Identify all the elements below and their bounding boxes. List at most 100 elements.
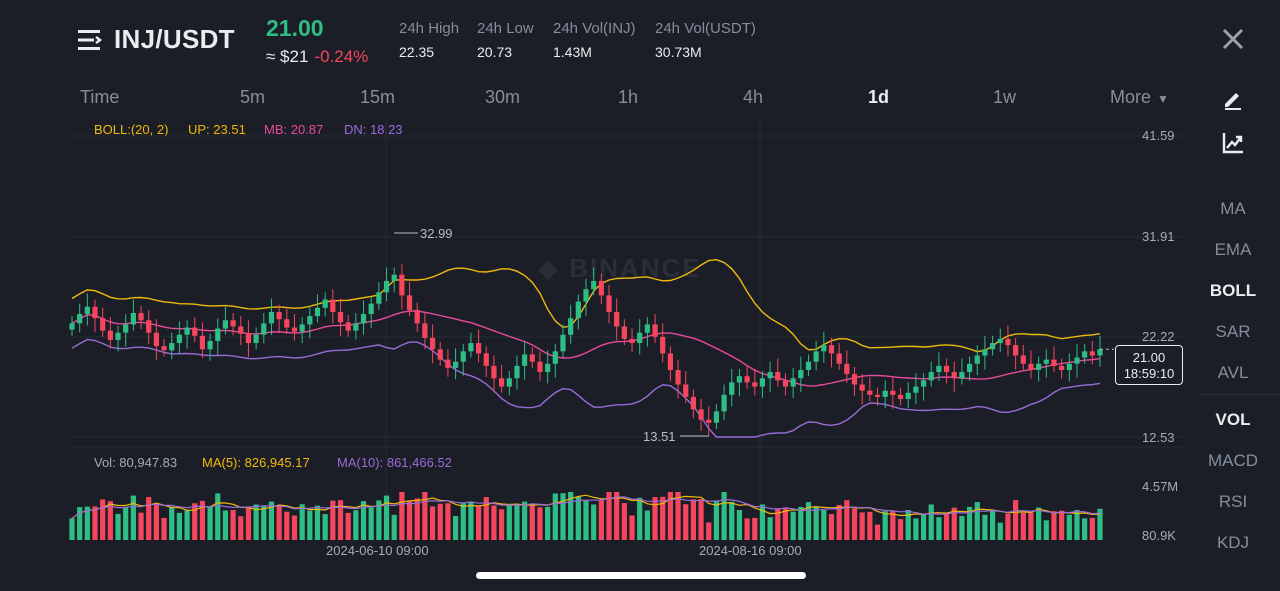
close-icon[interactable] <box>1220 26 1246 52</box>
candle-body <box>759 378 766 387</box>
candle-body <box>1059 365 1065 370</box>
candle-body <box>874 394 881 397</box>
candle-body <box>913 386 919 393</box>
volume-bar <box>1005 513 1011 540</box>
volume-bar <box>821 510 827 540</box>
candle-body <box>337 311 344 323</box>
candle-body <box>836 353 842 364</box>
volume-bar <box>84 506 90 540</box>
boll-dn: DN: 18.23 <box>344 122 403 137</box>
caret-down-icon: ▼ <box>1157 92 1169 106</box>
sidebar-item-avl[interactable]: AVL <box>1217 363 1249 382</box>
tab-15m[interactable]: 15m <box>360 87 396 107</box>
volume-bar <box>982 514 988 540</box>
candle-countdown: 18:59:10 <box>1123 366 1175 381</box>
volume-bar <box>230 510 236 540</box>
volume-bar <box>675 492 681 540</box>
volume-bar <box>752 517 758 540</box>
candle-body <box>683 384 689 397</box>
candle-body <box>552 351 558 364</box>
candle-body <box>437 349 443 360</box>
date-axis-label: 2024-06-10 09:00 <box>326 543 429 558</box>
candle-body <box>966 363 973 373</box>
volume-bar <box>859 512 865 540</box>
candle-body <box>1074 357 1080 364</box>
tab-4h[interactable]: 4h <box>743 87 764 107</box>
stat-label-vol-usdt: 24h Vol(USDT) <box>655 20 756 37</box>
sidebar-item-boll[interactable]: BOLL <box>1209 281 1257 300</box>
candle-body <box>429 337 436 350</box>
candle-body <box>959 372 965 379</box>
vol-axis-label: 4.57M <box>1142 479 1179 494</box>
volume-bar <box>330 500 336 540</box>
tab-time[interactable]: Time <box>80 87 120 107</box>
chart-indicator-icon[interactable] <box>1221 131 1245 155</box>
sidebar-item-ma[interactable]: MA <box>1220 199 1246 218</box>
last-price: 21.00 <box>266 15 324 41</box>
sidebar-item-kdj[interactable]: KDJ <box>1216 533 1250 552</box>
draw-pen-icon[interactable] <box>1221 87 1245 111</box>
volume-bar <box>790 511 796 540</box>
boll-params: BOLL:(20, 2) <box>94 122 169 137</box>
candle-body <box>92 306 98 319</box>
home-indicator[interactable] <box>476 572 806 579</box>
candle-body <box>383 280 390 293</box>
volume-bar <box>698 498 704 540</box>
tab-1w[interactable]: 1w <box>993 87 1017 107</box>
candle-body <box>422 323 428 338</box>
volume-bar <box>706 522 712 540</box>
candle-body <box>499 378 505 387</box>
watermark-text: BINANCE <box>569 253 702 283</box>
candle-body <box>506 378 512 387</box>
price-axis-label: 12.53 <box>1142 430 1175 445</box>
more-label: More <box>1110 87 1152 107</box>
volume-bar <box>322 514 328 540</box>
sidebar-item-vol[interactable]: VOL <box>1215 410 1251 429</box>
sidebar-item-sar[interactable]: SAR <box>1215 322 1251 341</box>
tab-1d[interactable]: 1d <box>868 87 890 107</box>
sidebar-item-macd[interactable]: MACD <box>1207 451 1259 470</box>
candle-body <box>483 353 489 366</box>
price-axis-label: 41.59 <box>1142 128 1175 143</box>
volume-bar <box>314 505 321 540</box>
volume-bar <box>997 522 1003 540</box>
pair-title[interactable]: INJ/USDT <box>114 24 235 54</box>
volume-bar <box>222 510 229 540</box>
volume-bar <box>376 500 382 540</box>
stat-value-vol-usdt: 30.73M <box>655 44 702 60</box>
price-axis-label: 31.91 <box>1142 229 1175 244</box>
candle-body <box>782 380 789 387</box>
menu-icon[interactable] <box>76 28 104 52</box>
tab-1h[interactable]: 1h <box>618 87 639 107</box>
volume-bar <box>882 511 888 540</box>
candle-body <box>115 332 121 340</box>
volume-bar <box>184 510 190 540</box>
sidebar-item-ema[interactable]: EMA <box>1214 240 1252 259</box>
candle-body <box>706 419 712 423</box>
sidebar-item-rsi[interactable]: RSI <box>1218 492 1248 511</box>
candle-body <box>268 311 275 324</box>
volume-bar <box>805 502 812 540</box>
candle-body <box>1089 351 1095 356</box>
candle-body <box>1013 345 1019 356</box>
tab-30m[interactable]: 30m <box>485 87 521 107</box>
candle-body <box>621 326 627 339</box>
volume-bar <box>736 510 743 540</box>
candle-body <box>84 306 90 315</box>
volume-bar <box>468 502 474 540</box>
candle-body <box>153 332 159 347</box>
more-dropdown[interactable]: More ▼ <box>1110 87 1169 108</box>
volume-bar <box>652 497 658 540</box>
candle-body <box>989 343 996 350</box>
candle-body <box>230 320 236 327</box>
boll-up: UP: 23.51 <box>188 122 246 137</box>
candle-body <box>491 365 497 379</box>
current-price-tag: 21.00 18:59:10 <box>1115 345 1183 385</box>
tab-5m[interactable]: 5m <box>240 87 266 107</box>
volume-bar <box>360 501 367 540</box>
binance-watermark: ◆ BINANCE <box>538 253 702 283</box>
volume-bar <box>483 497 489 540</box>
candle-body <box>637 332 643 344</box>
candle-body <box>575 301 581 319</box>
